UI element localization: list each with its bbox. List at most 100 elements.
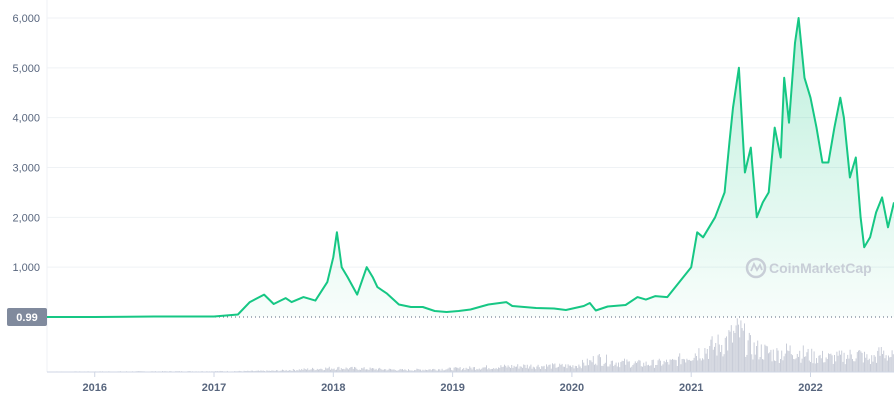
volume-bar (584, 365, 586, 372)
volume-bar (645, 361, 647, 372)
volume-bar (621, 360, 623, 372)
volume-bar (355, 367, 357, 372)
volume-bar (286, 370, 288, 372)
volume-bar (631, 366, 633, 372)
volume-bar (466, 368, 468, 372)
volume-bar (858, 350, 859, 372)
x-tick-label: 2019 (440, 382, 464, 394)
volume-bar (478, 368, 480, 372)
x-tick-label: 2020 (560, 382, 584, 394)
y-axis: 1,000 2,000 3,000 4,000 5,000 6,000 (12, 0, 48, 372)
volume-bar (304, 369, 306, 372)
volume-bar (738, 324, 739, 372)
volume-bar (878, 347, 880, 372)
volume-bar (700, 360, 702, 372)
volume-bar (798, 356, 799, 372)
volume-bar (694, 353, 696, 372)
volume-bar (468, 368, 469, 372)
volume-bar (873, 355, 875, 372)
volume-bar (370, 368, 372, 372)
volume-bar (492, 368, 493, 372)
volume-bar (333, 368, 335, 372)
volume-bar (663, 360, 665, 372)
volume-bar (820, 358, 822, 372)
volume-bar (402, 369, 403, 372)
volume-bar (552, 363, 553, 372)
volume-bar (345, 367, 347, 372)
volume-bar (374, 369, 376, 372)
volume-bar (771, 361, 773, 372)
volume-bar (357, 370, 359, 372)
volume-bar (475, 369, 477, 372)
volume-bar (667, 362, 669, 372)
volume-bar (597, 355, 599, 372)
volume-bar (507, 365, 509, 372)
volume-bar (414, 370, 415, 372)
volume-bar (884, 358, 886, 372)
volume-bar (529, 366, 531, 372)
volume-bar (886, 360, 888, 372)
volume-bar (872, 361, 874, 372)
volume-bar (267, 370, 269, 372)
volume-bar (732, 342, 733, 372)
volume-bar (745, 356, 747, 372)
volume-bar (315, 369, 317, 372)
volume-bar (765, 345, 767, 372)
volume-bar (693, 357, 695, 372)
volume-bar (244, 370, 246, 372)
volume-bar (718, 344, 720, 372)
volume-bar (256, 370, 258, 372)
volume-bar (591, 362, 593, 372)
volume-bar (730, 325, 732, 372)
volume-bar (768, 353, 769, 372)
volume-bar (470, 367, 472, 372)
volume-bar (697, 360, 699, 372)
volume-bar (351, 366, 353, 372)
volume-bar (331, 368, 333, 372)
volume-bar (840, 354, 841, 372)
volume-bar (805, 356, 807, 372)
volume-bar (598, 353, 600, 372)
volume-bar (349, 367, 351, 372)
volume-bar (565, 364, 567, 372)
volume-bar (483, 367, 485, 372)
volume-bar (568, 365, 570, 372)
volume-bar (489, 369, 491, 372)
volume-bar (559, 363, 561, 372)
volume-bar (750, 335, 751, 372)
volume-bar (769, 352, 771, 372)
volume-bar (726, 336, 727, 372)
volume-bar (664, 362, 666, 372)
volume-bar (866, 354, 868, 372)
volume-bar (686, 358, 688, 372)
volume-bar (574, 365, 576, 372)
volume-bar (373, 368, 375, 372)
volume-bar (856, 352, 858, 372)
volume-bar (567, 364, 569, 372)
volume-bar (328, 366, 330, 372)
volume-bar (854, 361, 856, 372)
volume-bar (704, 348, 706, 372)
volume-bar (642, 366, 643, 372)
volume-bar (880, 346, 882, 372)
volume-bar (400, 369, 402, 372)
volume-bar (608, 366, 610, 372)
volume-bar (842, 361, 844, 372)
volume-bar (627, 361, 629, 372)
volume-bar (306, 369, 307, 372)
volume-bar (340, 368, 342, 372)
volume-bar (763, 359, 765, 372)
volume-bar (525, 367, 527, 372)
volume-bar (651, 359, 653, 372)
volume-bar (457, 367, 459, 372)
volume-bar (536, 366, 538, 372)
volume-bar (307, 368, 309, 372)
volume-bar (546, 364, 547, 372)
x-axis: 2016 2017 2018 2019 2020 2021 2022 (47, 371, 894, 394)
volume-bar (585, 365, 587, 372)
volume-bar (532, 366, 534, 372)
y-tick-label: 2,000 (12, 212, 40, 224)
volume-bar (566, 368, 568, 372)
volume-bar (291, 370, 293, 372)
volume-bar (879, 355, 881, 372)
